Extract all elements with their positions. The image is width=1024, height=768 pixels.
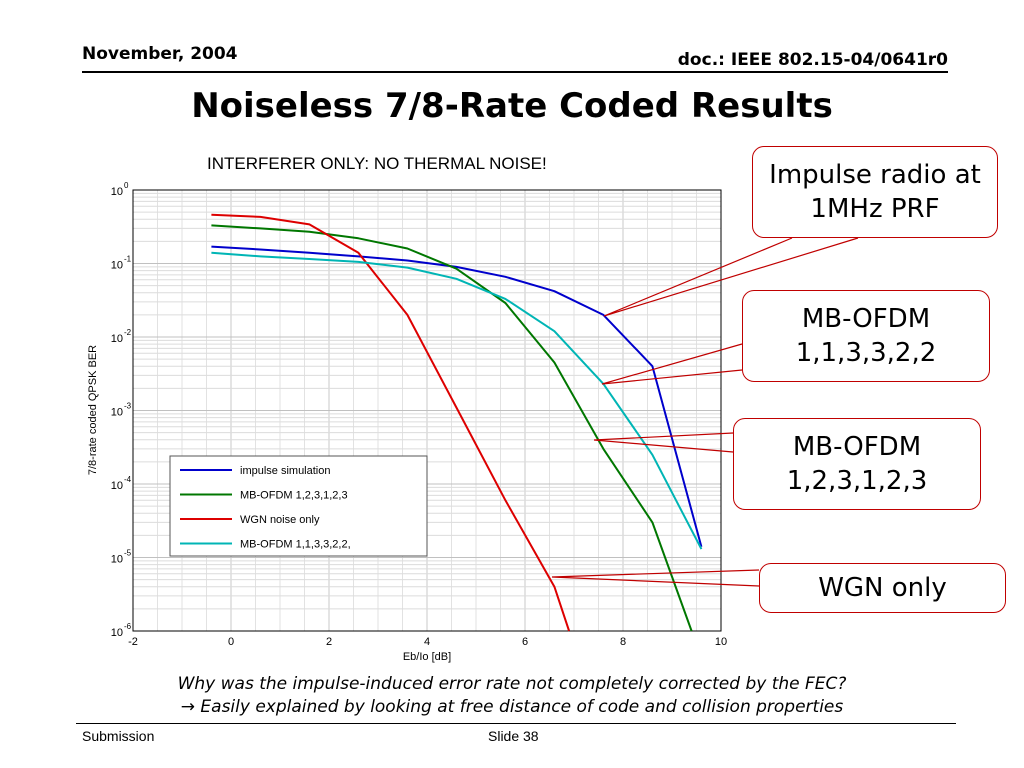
callout-leader — [601, 343, 743, 385]
arrow-icon: → — [180, 697, 195, 717]
y-tick-exponent: -3 — [124, 402, 132, 411]
footer-rule — [76, 723, 956, 724]
y-tick-label: 10 — [111, 333, 123, 345]
y-tick-exponent: -1 — [124, 255, 132, 264]
callout-leader — [593, 432, 734, 453]
legend-label: MB-OFDM 1,2,3,1,2,3 — [240, 490, 348, 502]
callout-leaders — [551, 237, 859, 587]
y-tick-exponent: -5 — [124, 549, 132, 558]
y-tick-label: 10 — [111, 480, 123, 492]
header-date: November, 2004 — [82, 44, 238, 64]
x-tick-label: 6 — [522, 636, 528, 648]
y-tick-exponent: -4 — [124, 475, 132, 484]
callout-impulse-radio: Impulse radio at 1MHz PRF — [752, 146, 998, 238]
question-text: Why was the impulse-induced error rate n… — [0, 673, 1024, 719]
y-tick-label: 10 — [111, 260, 123, 272]
legend-label: impulse simulation — [240, 465, 330, 477]
answer-text: Easily explained by looking at free dist… — [195, 697, 844, 717]
x-tick-label: 8 — [620, 636, 626, 648]
series-lines — [211, 213, 703, 632]
x-axis-label: Eb/Io [dB] — [403, 651, 451, 663]
callout-mb-ofdm-113322: MB-OFDM 1,1,3,3,2,2 — [742, 290, 990, 382]
plot-frame — [132, 189, 722, 632]
question-line-1: Why was the impulse-induced error rate n… — [177, 674, 847, 694]
x-tick-label: 0 — [228, 636, 234, 648]
callout-leader — [551, 569, 760, 587]
y-tick-label: 10 — [111, 627, 123, 639]
footer-submission: Submission — [82, 728, 155, 744]
question-line-2: → Easily explained by looking at free di… — [0, 696, 1024, 719]
header-rule — [82, 71, 948, 73]
legend: impulse simulation MB-OFDM 1,2,3,1,2,3 WGN… — [169, 455, 428, 557]
y-tick-label: 10 — [111, 554, 123, 566]
header-doc-id: doc.: IEEE 802.15-04/0641r0 — [677, 50, 948, 70]
x-tick-label: -2 — [128, 636, 138, 648]
y-tick-label: 10 — [111, 407, 123, 419]
callout-leader — [603, 237, 859, 317]
y-tick-exponent: 0 — [124, 181, 129, 190]
x-tick-label: 2 — [326, 636, 332, 648]
footer-slide-number: Slide 38 — [488, 728, 539, 744]
y-tick-label: 10 — [111, 186, 123, 198]
series-line — [211, 245, 703, 548]
chart-title: INTERFERER ONLY: NO THERMAL NOISE! — [207, 154, 547, 173]
series-line — [211, 224, 693, 632]
legend-label: MB-OFDM 1,1,3,3,2,2, — [240, 539, 351, 551]
legend-label: WGN noise only — [240, 514, 320, 526]
x-tick-label: 10 — [715, 636, 727, 648]
y-axis-label: 7/8-rate coded QPSK BER — [87, 345, 99, 475]
x-tick-label: 4 — [424, 636, 430, 648]
callout-wgn-only: WGN only — [759, 563, 1006, 613]
slide-title: Noiseless 7/8-Rate Coded Results — [191, 86, 833, 126]
y-tick-exponent: -2 — [124, 328, 132, 337]
series-line — [211, 251, 703, 550]
series-line — [211, 213, 571, 632]
legend-box — [169, 455, 428, 557]
callout-mb-ofdm-123123: MB-OFDM 1,2,3,1,2,3 — [733, 418, 981, 510]
y-tick-exponent: -6 — [124, 622, 132, 631]
